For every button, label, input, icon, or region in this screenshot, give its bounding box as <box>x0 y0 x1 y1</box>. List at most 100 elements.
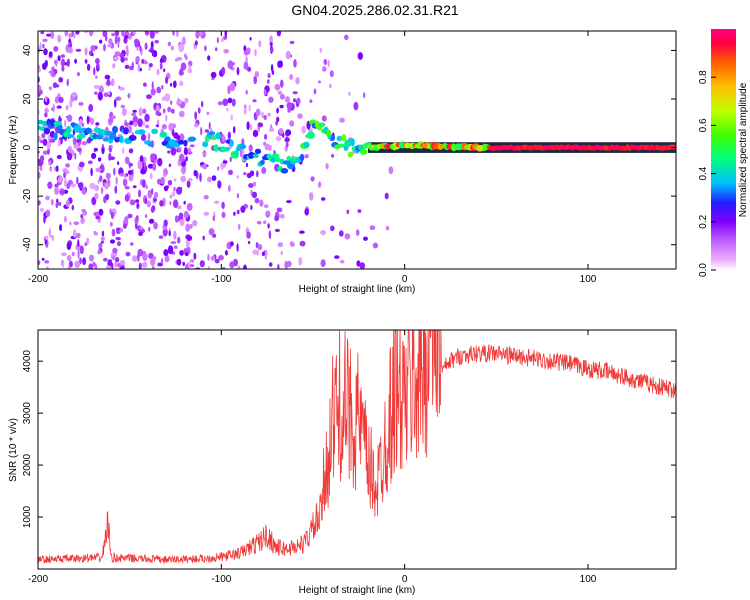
spectrogram-cell <box>136 46 139 52</box>
spectrogram-cell <box>105 193 110 201</box>
spectrogram-cell <box>221 66 226 76</box>
spectrogram-cell <box>217 166 220 171</box>
spectrogram-cell <box>217 180 222 189</box>
spectrogram-cell <box>66 58 70 67</box>
ridge-cell <box>338 143 346 148</box>
y-tick-label: -40 <box>22 237 33 252</box>
spectrogram-cell <box>70 183 76 188</box>
spectrogram-cell <box>48 70 54 74</box>
spectrogram-cell <box>114 261 118 268</box>
spectrogram-cell <box>161 124 167 130</box>
spectrogram-cell <box>44 112 48 118</box>
spectrogram-cell <box>230 241 234 247</box>
spectrogram-cell <box>41 133 46 139</box>
ridge-cell <box>224 146 230 152</box>
spectrogram-cell <box>111 255 116 261</box>
spectrogram-cell <box>76 72 80 77</box>
spectrogram-cell <box>100 186 104 195</box>
spectrogram-cell <box>143 82 147 87</box>
spectrogram-cell <box>61 252 67 256</box>
spectrogram-cell <box>128 174 134 182</box>
spectrogram-cell <box>40 31 45 35</box>
spectrogram-cell <box>187 178 193 182</box>
spectrogram-cell <box>89 254 94 262</box>
spectrogram-cell <box>48 51 53 58</box>
spectrogram-cell <box>95 167 101 173</box>
spectrogram-cell <box>42 43 45 49</box>
spectrogram-cell <box>119 173 125 177</box>
spectrogram-cell <box>189 224 193 229</box>
snr-y-ticks: 1000 2000 3000 4000 <box>22 350 676 528</box>
spectrogram-cell <box>117 41 120 48</box>
spectrogram-cell <box>168 123 175 131</box>
spectrogram-cell <box>87 160 93 165</box>
spectrogram-cell <box>84 59 88 64</box>
spectrogram-cell <box>148 252 154 259</box>
ridge-cell <box>350 138 355 147</box>
spectrogram-cell <box>230 114 233 121</box>
x-tick-label: -100 <box>211 274 231 285</box>
spectrogram-cell <box>278 60 283 68</box>
spectrogram-cell <box>113 167 116 176</box>
spectrogram-cell <box>123 223 127 229</box>
spectrogram-cell <box>157 157 163 167</box>
spectrogram-cell <box>228 184 231 192</box>
spectrogram-cell <box>78 102 84 106</box>
spectrogram-cell <box>38 171 41 179</box>
spectrogram-cell <box>276 207 283 213</box>
spectrogram-cell <box>267 73 271 79</box>
spectrogram-cell <box>144 197 148 204</box>
spectrogram-cell <box>54 96 60 104</box>
spectrogram-cell <box>114 31 120 37</box>
spectrogram-cell <box>221 134 225 143</box>
spectrogram-cell <box>160 176 165 185</box>
spectrogram-cell <box>203 211 210 216</box>
spectrogram-cell <box>79 161 85 168</box>
spectrogram-cell <box>42 138 48 146</box>
spectrogram-cell <box>193 169 198 177</box>
spectrogram-cell <box>119 259 126 266</box>
spectrogram-cell <box>269 35 273 45</box>
spectrogram-cell <box>68 46 73 54</box>
ridge-cell <box>109 133 117 140</box>
spectrogram-cell <box>194 111 198 120</box>
spectrogram-cell <box>158 235 164 239</box>
spectrogram-cell <box>54 186 59 195</box>
spectrogram-cell <box>50 31 55 39</box>
colorbar-gradient <box>711 29 736 270</box>
spectrogram-cell <box>138 226 144 230</box>
spectrogram-cell <box>355 229 360 237</box>
spectrogram-cell <box>130 242 134 246</box>
spectrogram-cell <box>224 250 228 256</box>
spectrogram-cell <box>269 42 273 46</box>
spectrogram-cell <box>388 166 394 175</box>
spectrogram-cell <box>275 136 282 142</box>
spectrogram-frame <box>37 30 677 270</box>
spectrogram-cell <box>137 63 141 72</box>
spectrogram-cell <box>123 174 127 178</box>
spectrogram-cell <box>105 265 112 269</box>
spectrogram-cell <box>207 253 210 261</box>
spectrogram-cell <box>204 45 207 52</box>
spectrogram-cell <box>172 199 179 209</box>
ridge-cell <box>303 141 310 149</box>
spectrogram-cell <box>159 200 164 207</box>
spectrogram-cell <box>320 259 326 267</box>
spectrogram-cell <box>112 247 118 254</box>
snr-series <box>38 330 676 565</box>
spectrogram-cell <box>176 135 181 140</box>
spectrogram-cell <box>128 148 134 154</box>
ridge-cell <box>73 124 82 133</box>
spectrogram-cell <box>44 95 48 103</box>
spectrogram-cell <box>39 207 44 213</box>
ridge-cell <box>330 135 336 141</box>
spectrogram-y-label: Frequency (Hz) <box>8 116 19 185</box>
spectrogram-cell <box>67 254 72 262</box>
spectrogram-cell <box>274 215 279 222</box>
spectrogram-cell <box>363 236 368 241</box>
spectrogram-cell <box>124 122 130 127</box>
spectrogram-cell <box>124 34 129 39</box>
spectrogram-cell <box>299 240 306 247</box>
spectrogram-cell <box>100 240 105 244</box>
spectrogram-cell <box>155 110 160 116</box>
